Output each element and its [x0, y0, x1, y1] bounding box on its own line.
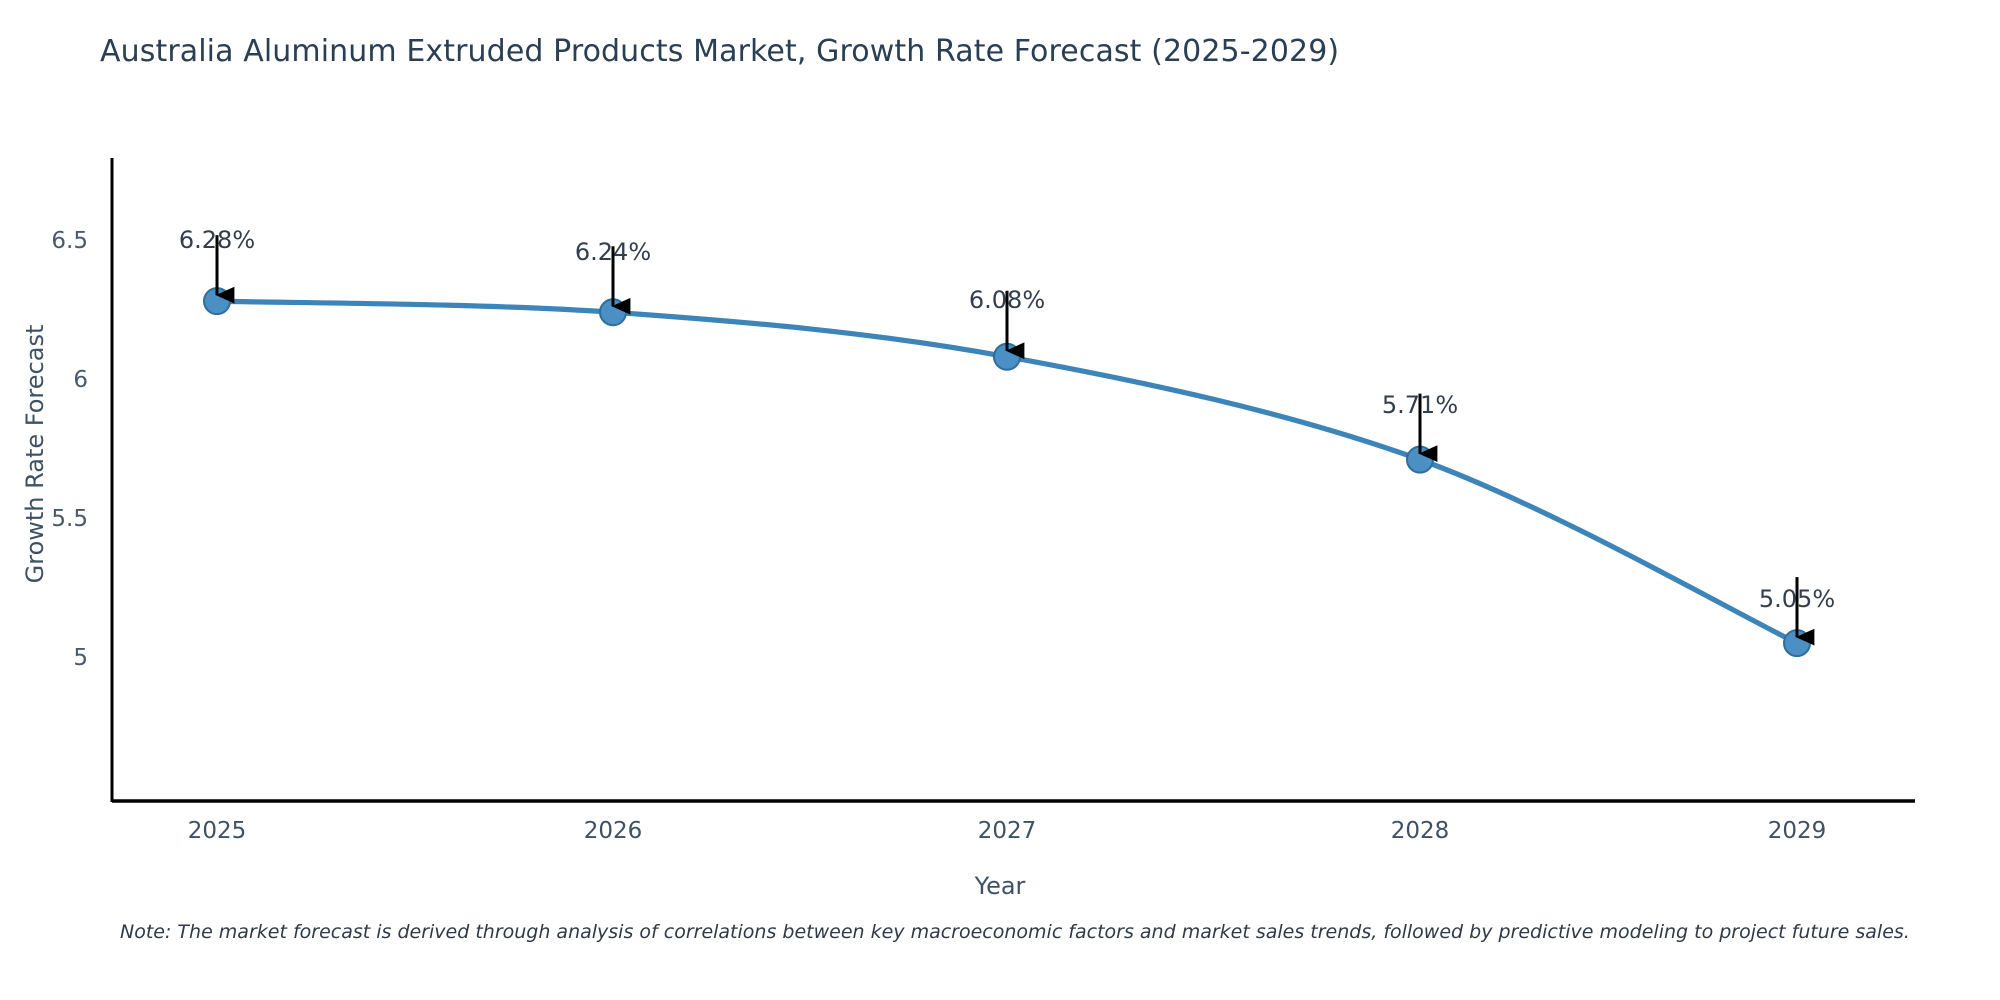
x-tick-label-2028: 2028 — [1390, 818, 1450, 844]
x-tick-label-2029: 2029 — [1767, 818, 1827, 844]
y-tick-label-0: 6.5 — [51, 228, 88, 254]
chart-footnote: Note: The market forecast is derived thr… — [120, 921, 1910, 943]
x-tick-label-2025: 2025 — [187, 818, 247, 844]
point-label-2025: 6.28% — [178, 226, 256, 254]
point-label-2026: 6.24% — [574, 238, 652, 266]
x-tick-label-2027: 2027 — [977, 818, 1037, 844]
point-label-2029: 5.05% — [1758, 585, 1836, 613]
x-axis-title: Year — [974, 872, 1026, 900]
y-axis-title: Growth Rate Forecast — [21, 324, 49, 584]
annotation-arrows — [215, 235, 1815, 646]
y-tick-label-1: 6 — [73, 367, 88, 393]
chart-title: Australia Aluminum Extruded Products Mar… — [100, 34, 1340, 69]
point-label-2028: 5.71% — [1381, 391, 1459, 419]
y-tick-label-2: 5.5 — [51, 506, 88, 532]
x-tick-label-2026: 2026 — [583, 818, 643, 844]
point-label-2027: 6.08% — [968, 286, 1046, 314]
y-tick-label-3: 5 — [73, 645, 88, 671]
